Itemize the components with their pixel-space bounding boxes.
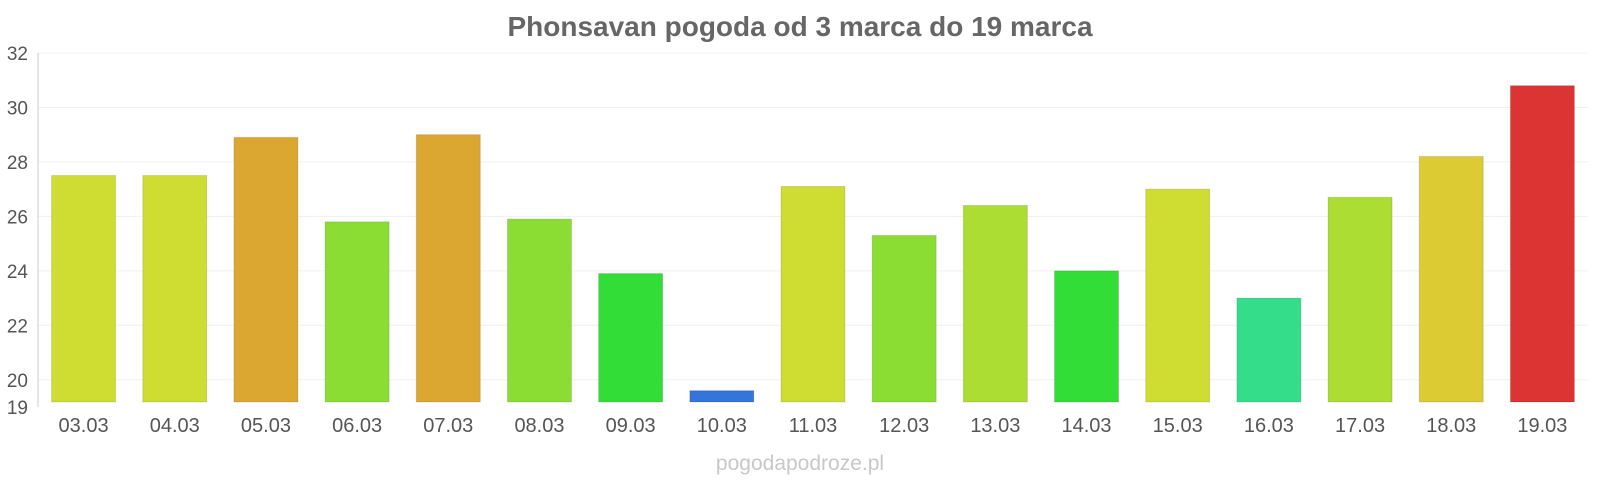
bar-13.03 xyxy=(962,204,1028,403)
bar-08.03 xyxy=(506,218,572,403)
y-tick-label: 30 xyxy=(7,98,28,119)
bar-12.03 xyxy=(871,234,937,403)
y-tick-label: 32 xyxy=(7,44,28,65)
bar-09.03 xyxy=(598,273,664,403)
chart-title: Phonsavan pogoda od 3 marca do 19 marca xyxy=(507,11,1093,42)
x-tick-label: 05.03 xyxy=(241,415,291,437)
bar-06.03 xyxy=(324,221,390,403)
x-tick-label: 17.03 xyxy=(1335,415,1385,437)
y-tick-label: 20 xyxy=(7,371,28,392)
watermark-text: pogodapodroze.pl xyxy=(716,452,884,475)
y-tick-label: 24 xyxy=(7,262,29,283)
y-tick-label: 22 xyxy=(7,316,28,337)
y-axis: 19 20 22 24 26 28 30 32 xyxy=(7,44,39,419)
x-tick-label: 07.03 xyxy=(423,415,473,437)
x-tick-label: 18.03 xyxy=(1426,415,1476,437)
bar-05.03 xyxy=(233,136,299,403)
x-tick-label: 12.03 xyxy=(879,415,929,437)
bar-07.03 xyxy=(415,134,481,403)
x-tick-label: 11.03 xyxy=(789,415,838,437)
bar-03.03 xyxy=(51,175,117,403)
bar-14.03 xyxy=(1054,270,1120,403)
x-tick-label: 06.03 xyxy=(332,415,382,437)
bar-series xyxy=(51,85,1575,403)
x-tick-label: 19.03 xyxy=(1517,415,1567,437)
bar-15.03 xyxy=(1145,188,1211,403)
y-tick-label: 26 xyxy=(7,207,28,228)
bar-04.03 xyxy=(142,175,208,403)
x-tick-label: 13.03 xyxy=(970,415,1020,437)
x-tick-label: 15.03 xyxy=(1153,415,1203,437)
bar-19.03 xyxy=(1509,85,1575,403)
x-tick-label: 09.03 xyxy=(606,415,656,437)
y-tick-label: 19 xyxy=(7,398,28,419)
x-tick-label: 04.03 xyxy=(150,415,200,437)
bar-10.03 xyxy=(689,390,755,403)
x-tick-label: 10.03 xyxy=(697,415,747,437)
x-axis: 03.03 04.03 05.03 06.03 07.03 08.03 09.03 10.03… xyxy=(59,415,1568,437)
x-tick-label: 08.03 xyxy=(514,415,564,437)
bar-17.03 xyxy=(1327,196,1393,403)
bar-16.03 xyxy=(1236,297,1302,403)
bar-18.03 xyxy=(1418,155,1484,403)
bar-11.03 xyxy=(780,185,846,403)
x-tick-label: 16.03 xyxy=(1244,415,1294,437)
x-tick-label: 14.03 xyxy=(1061,415,1111,437)
y-tick-label: 28 xyxy=(7,153,28,174)
x-tick-label: 03.03 xyxy=(59,415,109,437)
